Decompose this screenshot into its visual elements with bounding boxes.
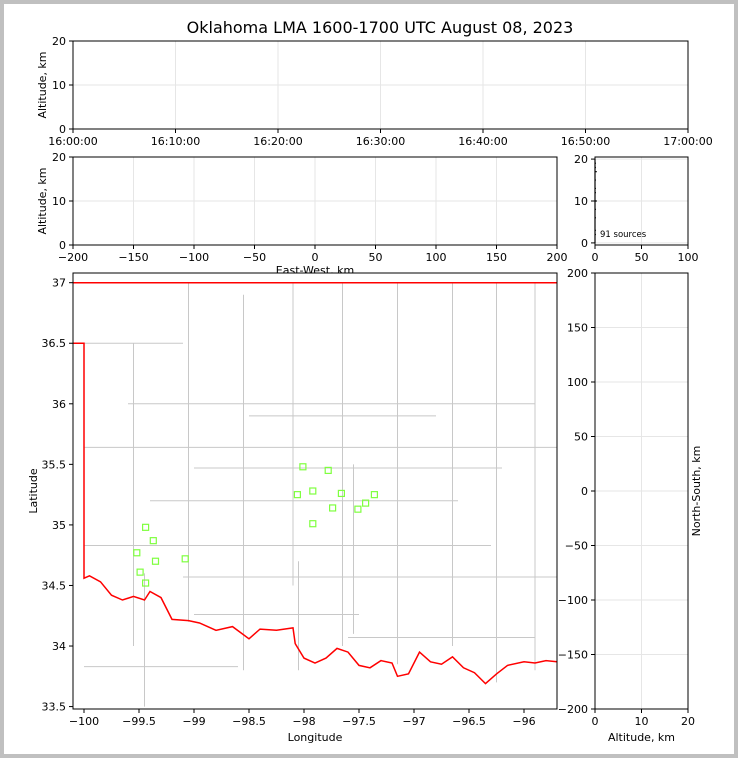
y-tick-label: 200 [567, 267, 588, 280]
lma-source-point [299, 463, 307, 471]
x-tick-label: 20 [681, 715, 695, 728]
x-tick-label: −200 [58, 251, 88, 264]
x-tick-label: −150 [118, 251, 148, 264]
x-axis-label: Longitude [288, 731, 343, 744]
plot-border [72, 40, 689, 130]
x-tick-label: −97 [402, 715, 425, 728]
x-tick-label: 200 [547, 251, 568, 264]
x-tick-label: 17:00:00 [663, 135, 712, 148]
x-tick-label: 100 [678, 251, 699, 264]
lma-source-point [133, 549, 141, 557]
lma-source-point [309, 520, 317, 528]
y-tick-label: 10 [574, 195, 588, 208]
x-tick-label: 10 [635, 715, 649, 728]
x-tick-label: 16:00:00 [48, 135, 97, 148]
source-count-annotation: 91 sources [600, 230, 647, 240]
y-tick-label: 36 [52, 398, 66, 411]
plot-border [594, 272, 689, 710]
plot-border [72, 156, 558, 246]
y-axis-label: Altitude, km [36, 51, 49, 118]
y-tick-label: 20 [52, 151, 66, 164]
altitude-time-panel: 16:00:00 16:10:00 16:20:00 16:30:00 16:40:00… [36, 35, 713, 148]
x-tick-label: 0 [592, 251, 599, 264]
x-tick-label: 16:30:00 [356, 135, 405, 148]
y-tick-label: 20 [52, 35, 66, 48]
lma-source-point [293, 491, 301, 499]
x-tick-label: 50 [635, 251, 649, 264]
x-tick-label: 16:10:00 [151, 135, 200, 148]
lma-source-point [151, 557, 160, 565]
x-tick-label: −100 [69, 715, 99, 728]
figure-title: Oklahoma LMA 1600-1700 UTC August 08, 20… [187, 18, 574, 37]
y-tick-label: 150 [567, 322, 588, 335]
y-tick-label: 0 [581, 485, 588, 498]
plot-area [73, 273, 557, 709]
x-tick-label: −98 [292, 715, 315, 728]
lma-source-point [309, 487, 317, 495]
lma-source-point [136, 568, 144, 576]
y-tick-label: 10 [52, 195, 66, 208]
x-tick-label: −96.5 [452, 715, 486, 728]
y-tick-label: 100 [567, 376, 588, 389]
y-tick-label: −50 [565, 540, 588, 553]
x-tick-label: 50 [369, 251, 383, 264]
plot-border [72, 272, 558, 710]
x-tick-label: 100 [426, 251, 447, 264]
y-tick-label: 34.5 [42, 579, 67, 592]
lma-source-point [181, 555, 189, 563]
north-south-altitude-panel: 0 10 20 −200 −150 −100 −50 0 50 100 150 200 North-So… [558, 267, 703, 744]
y-tick-label: −100 [558, 594, 588, 607]
x-tick-label: 16:20:00 [253, 135, 302, 148]
y-axis-label: North-South, km [690, 446, 703, 537]
x-tick-label: −99 [182, 715, 205, 728]
altitude-histogram-panel: 0 50 100 0 10 20 91 sources [574, 153, 699, 264]
lma-source-point [329, 504, 337, 512]
y-axis-label: Latitude [27, 468, 40, 514]
y-tick-label: 34 [52, 640, 66, 653]
x-tick-label: 150 [486, 251, 507, 264]
y-tick-label: 0 [59, 123, 66, 136]
lma-source-point [370, 491, 378, 499]
lma-source-point [354, 505, 362, 513]
y-tick-label: 20 [574, 153, 588, 166]
lma-source-point [142, 523, 150, 531]
lma-figure: Oklahoma LMA 1600-1700 UTC August 08, 20… [27, 18, 713, 744]
x-tick-label: 0 [592, 715, 599, 728]
x-tick-label: −99.5 [122, 715, 156, 728]
y-tick-label: 35 [52, 519, 66, 532]
lma-source-point [142, 579, 150, 587]
y-tick-label: −200 [558, 703, 588, 716]
figure-frame: Oklahoma LMA 1600-1700 UTC August 08, 20… [4, 4, 734, 754]
x-tick-label: −100 [179, 251, 209, 264]
y-tick-label: 33.5 [42, 701, 67, 714]
plan-view-map-panel: −100 −99.5 −99 −98.5 −98 −97.5 −97 −96.5 −96 33.5… [27, 272, 558, 744]
y-axis-label: Altitude, km [36, 167, 49, 234]
y-tick-label: −150 [558, 649, 588, 662]
y-tick-label: 35.5 [42, 458, 67, 471]
x-tick-label: 16:40:00 [458, 135, 507, 148]
plot-border [594, 156, 689, 246]
lma-source-point [362, 499, 370, 507]
x-tick-label: −97.5 [342, 715, 376, 728]
lma-source-point [149, 537, 157, 545]
east-west-altitude-panel: −200 −150 −100 −50 0 50 100 150 200 0 10 20Altitude… [36, 151, 568, 277]
x-tick-label: −98.5 [232, 715, 266, 728]
y-tick-label: 37 [52, 277, 66, 290]
state-border-south [73, 342, 558, 685]
y-tick-label: 10 [52, 79, 66, 92]
y-tick-label: 0 [581, 237, 588, 250]
x-tick-label: 0 [312, 251, 319, 264]
y-tick-label: 36.5 [42, 337, 67, 350]
x-tick-label: −96 [512, 715, 535, 728]
x-tick-label: 16:50:00 [561, 135, 610, 148]
y-tick-label: 0 [59, 239, 66, 252]
lma-source-point [337, 489, 345, 498]
x-axis-label: Altitude, km [608, 731, 675, 744]
y-tick-label: 50 [574, 431, 588, 444]
lma-source-point [324, 466, 332, 475]
x-tick-label: −50 [243, 251, 266, 264]
